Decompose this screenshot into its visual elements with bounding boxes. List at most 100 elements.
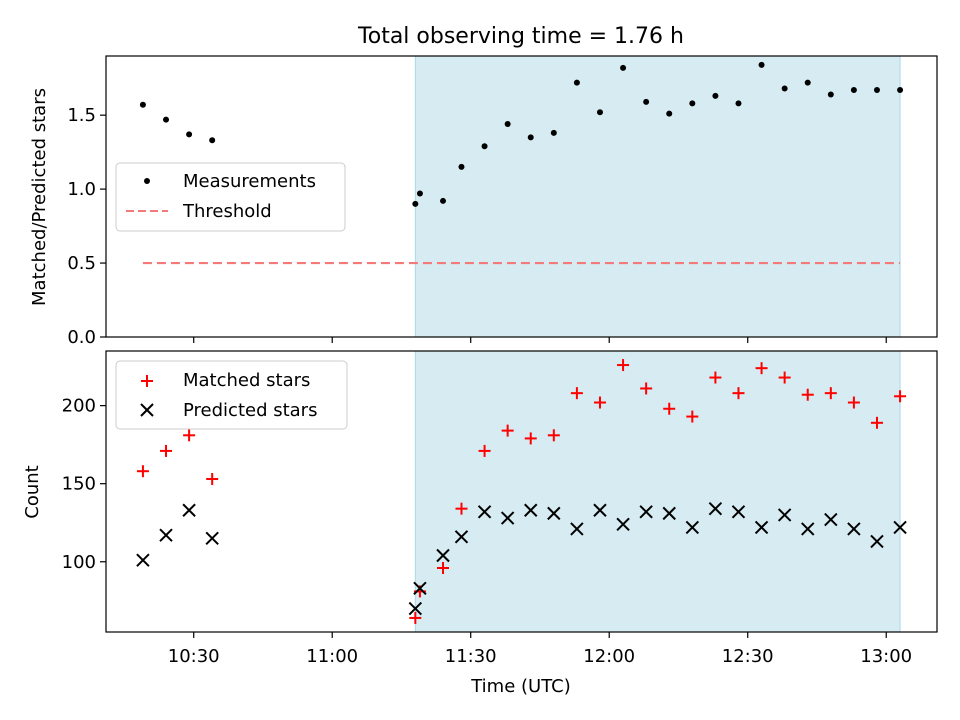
predicted-stars-point <box>570 522 584 536</box>
matched-stars-point <box>409 611 422 624</box>
x-tick-label: 12:30 <box>722 646 774 667</box>
x-tick-label: 12:00 <box>583 646 635 667</box>
measurements-point <box>163 116 170 123</box>
measurements-point <box>827 91 834 98</box>
count-panel: 100 150 200 10:30 11:00 11:30 12:00 12:30 13:00… <box>22 350 938 667</box>
measurements-point <box>596 109 603 116</box>
matched-stars-point <box>160 444 173 457</box>
y-tick-label: 100 <box>62 552 96 573</box>
measurements-legend-label: Measurements <box>183 171 316 192</box>
measurements-point <box>781 85 788 92</box>
ratio-shaded-span <box>414 55 901 338</box>
matched-stars-point <box>709 371 722 384</box>
measurements-point <box>620 64 627 71</box>
measurements-point <box>209 137 216 144</box>
y-tick-label: 1.0 <box>67 179 96 200</box>
predicted-stars-point <box>524 503 538 517</box>
measurements-point <box>412 200 419 207</box>
measurements-point <box>440 197 447 204</box>
ratio-panel: 0.0 0.5 1.0 1.5 Matched/Predicted stars Mea… <box>29 55 938 348</box>
matched-stars-point <box>437 561 450 574</box>
predicted-stars-point <box>754 520 769 535</box>
measurements-point <box>550 129 557 136</box>
ratio-y-axis-label: Matched/Predicted stars <box>29 88 50 306</box>
count-plot-frame <box>105 350 938 633</box>
matched-stars-point <box>547 429 560 442</box>
predicted-stars-point <box>500 511 515 525</box>
measurements-point <box>873 87 880 94</box>
matched-stars-point <box>455 502 468 515</box>
predicted-stars-legend-marker <box>140 403 154 417</box>
matched-stars-legend-label: Matched stars <box>183 370 310 391</box>
predicted-stars-point <box>205 531 219 546</box>
count-y-axis-label: Count <box>22 465 43 518</box>
threshold-legend-label: Threshold <box>182 201 272 222</box>
predicted-stars-point <box>639 505 653 519</box>
predicted-stars-point <box>477 505 492 519</box>
y-tick-label: 1.5 <box>67 105 96 126</box>
matched-stars-point <box>847 396 860 409</box>
predicted-stars-point <box>708 501 723 516</box>
predicted-stars-legend-label: Predicted stars <box>183 400 317 421</box>
measurements-point <box>804 79 811 86</box>
matched-stars-point <box>640 382 653 395</box>
predicted-stars-point <box>593 503 607 517</box>
matched-stars-legend-marker <box>141 375 153 387</box>
measurements-point <box>758 61 765 68</box>
predicted-stars-point <box>136 553 150 567</box>
measurements-point <box>186 131 193 138</box>
matched-stars-point <box>801 388 814 401</box>
measurements-point <box>897 87 904 94</box>
matched-stars-point <box>732 387 745 400</box>
matched-stars-point <box>894 390 907 403</box>
matched-stars-point <box>663 402 676 415</box>
matched-stars-point <box>755 362 768 375</box>
matched-stars-point <box>617 359 630 372</box>
y-tick-label: 200 <box>62 396 96 417</box>
matched-stars-point <box>778 371 791 384</box>
measurements-point <box>689 100 696 107</box>
measurements-legend-marker <box>144 178 150 184</box>
count-legend-box <box>115 360 348 430</box>
matched-stars-point <box>183 429 196 442</box>
x-tick-label: 13:00 <box>860 646 912 667</box>
predicted-stars-point <box>547 506 561 521</box>
measurements-point <box>527 134 534 141</box>
measurements-point <box>458 163 465 170</box>
predicted-stars-point <box>436 548 450 563</box>
measurements-point <box>573 79 580 86</box>
measurements-point <box>735 100 742 107</box>
matched-stars-point <box>570 387 583 400</box>
predicted-stars-point <box>824 512 838 527</box>
x-axis-label: Time (UTC) <box>470 676 571 697</box>
chart-title: Total observing time = 1.76 h <box>357 24 684 49</box>
x-tick-label: 11:30 <box>445 646 497 667</box>
predicted-stars-point <box>685 520 700 535</box>
matched-stars-point <box>593 396 606 409</box>
y-tick-label: 150 <box>62 474 96 495</box>
matched-stars-point <box>501 424 514 437</box>
y-tick-label: 0.0 <box>67 327 96 348</box>
measurements-point <box>850 87 857 94</box>
predicted-stars-point <box>777 508 792 522</box>
predicted-stars-point <box>801 522 815 536</box>
x-tick-label: 10:30 <box>168 646 220 667</box>
y-tick-label: 0.5 <box>67 253 96 274</box>
matched-stars-point <box>524 432 537 445</box>
predicted-stars-point <box>847 522 861 536</box>
measurements-point <box>139 101 146 108</box>
ratio-plot-frame <box>105 55 938 338</box>
predicted-stars-point <box>182 503 196 517</box>
measurements-point <box>643 98 650 105</box>
predicted-stars-point <box>731 505 746 519</box>
predicted-stars-point <box>408 601 423 616</box>
measurements-point <box>666 110 673 117</box>
count-legend: Matched stars Predicted stars <box>115 360 348 430</box>
matched-stars-point <box>478 444 491 457</box>
measurements-point <box>416 190 423 197</box>
measurements-point <box>712 92 719 99</box>
predicted-stars-point <box>662 506 676 521</box>
matched-stars-point <box>136 465 149 478</box>
x-tick-label: 11:00 <box>306 646 358 667</box>
